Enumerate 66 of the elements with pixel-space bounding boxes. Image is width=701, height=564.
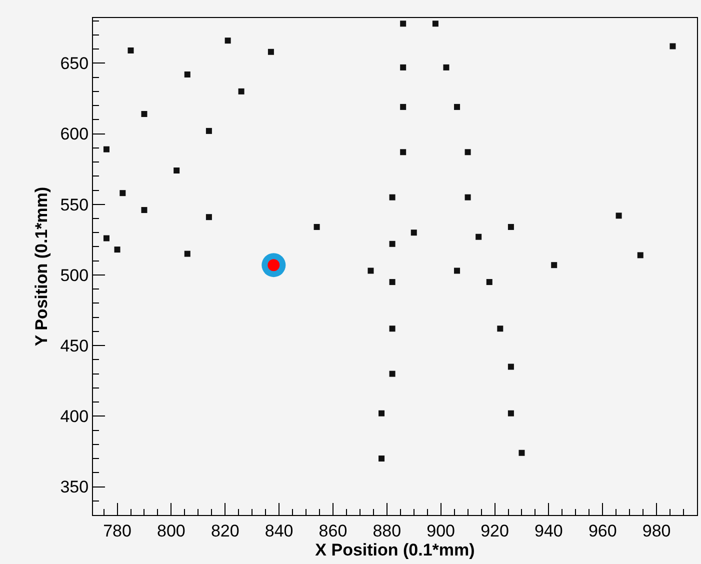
x-tick-label: 900 — [426, 521, 456, 540]
point — [400, 104, 406, 110]
point — [389, 279, 396, 286]
point — [224, 38, 231, 44]
point — [378, 456, 385, 462]
point — [400, 149, 406, 156]
point — [454, 104, 460, 110]
point — [141, 111, 148, 118]
point — [616, 212, 622, 219]
point — [114, 246, 120, 253]
point — [206, 128, 212, 134]
point — [314, 224, 320, 230]
point — [518, 450, 525, 456]
point — [368, 268, 374, 274]
point — [432, 20, 438, 27]
point — [486, 279, 492, 286]
point — [184, 71, 190, 78]
point — [476, 234, 482, 240]
x-tick-label: 860 — [318, 521, 348, 540]
y-tick-label: 550 — [60, 195, 89, 214]
point — [551, 262, 558, 268]
x-tick-label: 980 — [642, 521, 671, 540]
point — [378, 410, 385, 416]
point — [128, 47, 134, 54]
point — [389, 240, 396, 247]
point — [238, 88, 244, 94]
x-tick-label: 820 — [210, 521, 240, 540]
point — [454, 268, 460, 274]
y-axis-title: Y Position (0.1*mm) — [32, 186, 51, 346]
point — [268, 48, 274, 55]
y-tick-label: 600 — [60, 124, 89, 144]
point — [400, 64, 406, 70]
y-tick-label: 650 — [60, 54, 89, 74]
point — [389, 326, 396, 332]
x-tick-label: 780 — [103, 521, 132, 540]
point — [508, 224, 514, 230]
point — [400, 20, 406, 27]
point — [103, 235, 110, 242]
point — [508, 364, 514, 370]
y-tick-label: 500 — [60, 266, 89, 285]
point — [206, 214, 212, 220]
point — [103, 146, 110, 152]
x-tick-label: 840 — [264, 521, 294, 540]
point — [174, 167, 180, 174]
y-tick-label: 400 — [60, 407, 89, 426]
point — [389, 194, 396, 200]
point — [508, 410, 514, 416]
point — [464, 149, 471, 156]
point — [637, 252, 644, 258]
point — [184, 250, 190, 257]
x-tick-label: 880 — [372, 521, 402, 540]
y-tick-label: 450 — [60, 336, 89, 356]
x-tick-label: 920 — [480, 521, 509, 540]
point — [410, 230, 417, 236]
x-axis-title: X Position (0.1*mm) — [315, 540, 475, 560]
point — [120, 190, 126, 196]
point — [389, 370, 396, 377]
point — [497, 326, 504, 332]
point — [141, 207, 148, 214]
x-tick-label: 960 — [588, 521, 617, 540]
x-tick-label: 940 — [534, 521, 563, 540]
x-tick-label: 800 — [157, 521, 186, 540]
point — [670, 43, 676, 50]
point — [464, 194, 471, 200]
point — [443, 64, 450, 70]
y-tick-label: 350 — [60, 478, 89, 497]
